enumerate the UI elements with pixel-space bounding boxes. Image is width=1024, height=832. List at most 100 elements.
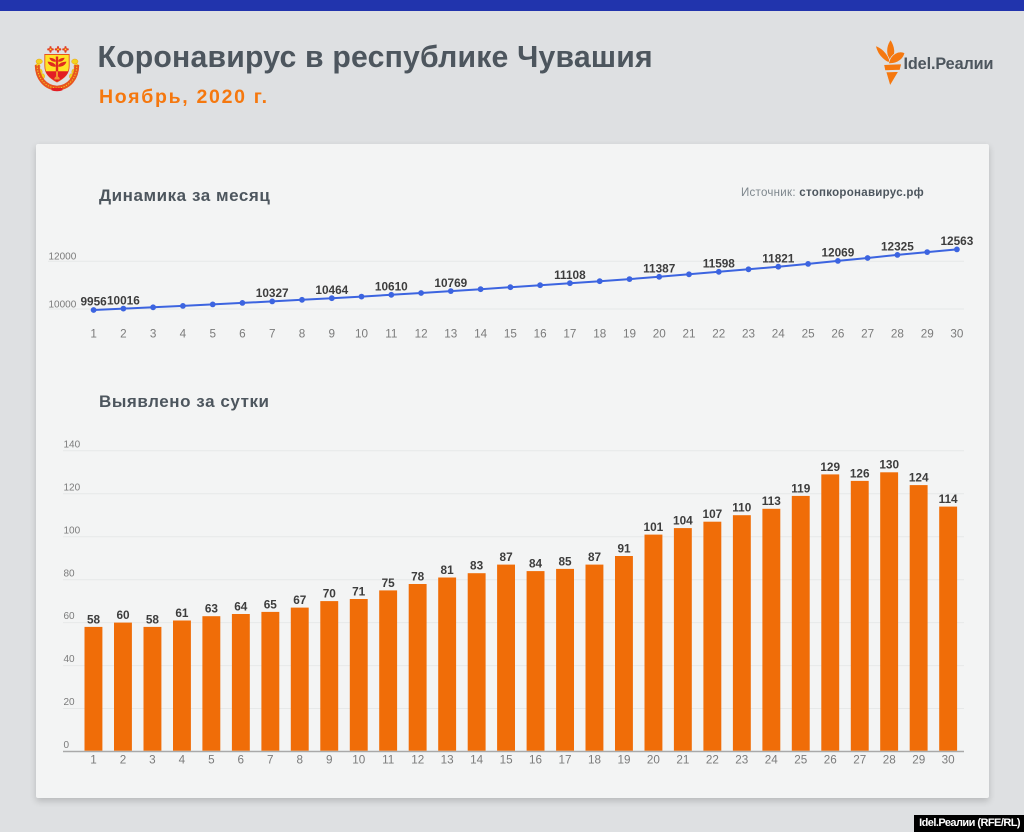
svg-text:27: 27 (861, 328, 874, 341)
svg-text:11387: 11387 (643, 262, 676, 276)
svg-text:60: 60 (116, 608, 130, 622)
svg-text:26: 26 (824, 754, 837, 767)
svg-text:71: 71 (352, 584, 366, 598)
svg-text:9956: 9956 (80, 295, 107, 309)
svg-text:28: 28 (891, 328, 904, 341)
svg-text:8: 8 (299, 328, 306, 341)
svg-text:91: 91 (617, 541, 631, 555)
svg-text:14: 14 (470, 754, 484, 767)
svg-text:21: 21 (676, 754, 689, 767)
svg-text:129: 129 (820, 460, 840, 474)
svg-text:29: 29 (912, 754, 925, 767)
svg-text:110: 110 (732, 501, 751, 515)
svg-text:30: 30 (942, 754, 956, 767)
svg-text:10464: 10464 (315, 283, 348, 297)
svg-text:20: 20 (653, 328, 667, 341)
svg-text:22: 22 (706, 754, 719, 767)
svg-text:26: 26 (831, 328, 844, 341)
svg-text:100: 100 (64, 525, 81, 536)
svg-text:120: 120 (64, 482, 81, 493)
svg-text:9: 9 (326, 754, 333, 767)
svg-text:10: 10 (352, 754, 366, 767)
svg-text:29: 29 (921, 328, 934, 341)
svg-text:10610: 10610 (375, 280, 408, 294)
svg-text:12325: 12325 (881, 240, 914, 254)
svg-text:11108: 11108 (554, 268, 586, 282)
svg-text:3: 3 (149, 754, 156, 767)
svg-text:4: 4 (180, 328, 187, 341)
svg-text:78: 78 (411, 569, 425, 583)
svg-text:11598: 11598 (703, 257, 736, 271)
svg-text:113: 113 (762, 494, 781, 508)
svg-text:67: 67 (293, 593, 307, 607)
svg-text:5: 5 (209, 328, 216, 341)
svg-text:2: 2 (120, 328, 127, 341)
svg-text:87: 87 (500, 550, 514, 564)
svg-text:13: 13 (441, 754, 454, 767)
svg-text:107: 107 (703, 507, 723, 521)
svg-text:10016: 10016 (107, 293, 140, 307)
svg-text:23: 23 (735, 754, 748, 767)
svg-text:87: 87 (588, 550, 602, 564)
svg-text:25: 25 (802, 328, 816, 341)
svg-text:114: 114 (939, 492, 958, 506)
svg-text:15: 15 (500, 754, 514, 767)
svg-text:24: 24 (765, 754, 779, 767)
svg-text:126: 126 (850, 466, 870, 480)
svg-text:20: 20 (64, 697, 76, 708)
svg-text:13: 13 (444, 328, 457, 341)
svg-text:30: 30 (950, 328, 964, 341)
svg-text:80: 80 (64, 568, 76, 579)
svg-text:10000: 10000 (49, 299, 77, 310)
svg-text:101: 101 (644, 520, 664, 534)
svg-text:21: 21 (682, 328, 695, 341)
svg-text:6: 6 (239, 328, 246, 341)
svg-text:28: 28 (883, 754, 896, 767)
svg-text:10327: 10327 (256, 286, 289, 300)
svg-text:19: 19 (623, 328, 636, 341)
svg-text:27: 27 (853, 754, 866, 767)
svg-text:16: 16 (534, 328, 547, 341)
svg-text:2: 2 (120, 754, 127, 767)
svg-text:11: 11 (385, 328, 397, 341)
svg-text:61: 61 (175, 606, 189, 620)
svg-text:0: 0 (64, 740, 70, 751)
svg-text:75: 75 (382, 576, 396, 590)
svg-text:12000: 12000 (49, 252, 77, 263)
svg-text:1: 1 (90, 754, 97, 767)
svg-text:60: 60 (64, 611, 76, 622)
svg-text:63: 63 (205, 602, 219, 616)
svg-text:12069: 12069 (821, 246, 854, 260)
svg-text:81: 81 (441, 563, 455, 577)
svg-text:23: 23 (742, 328, 755, 341)
svg-text:84: 84 (529, 557, 543, 571)
svg-text:25: 25 (794, 754, 808, 767)
svg-text:24: 24 (772, 328, 786, 341)
svg-text:5: 5 (208, 754, 215, 767)
svg-text:1: 1 (90, 328, 97, 341)
svg-text:9: 9 (329, 328, 336, 341)
svg-text:14: 14 (474, 328, 488, 341)
svg-text:16: 16 (529, 754, 542, 767)
svg-text:10: 10 (355, 328, 369, 341)
svg-text:11821: 11821 (762, 251, 795, 265)
svg-text:8: 8 (297, 754, 304, 767)
svg-text:12: 12 (411, 754, 424, 767)
svg-text:12563: 12563 (940, 234, 973, 248)
svg-text:20: 20 (647, 754, 661, 767)
svg-text:18: 18 (593, 328, 606, 341)
svg-text:58: 58 (146, 612, 160, 626)
svg-text:119: 119 (791, 481, 810, 495)
svg-text:6: 6 (238, 754, 245, 767)
svg-text:10769: 10769 (434, 276, 467, 290)
svg-text:7: 7 (269, 328, 276, 341)
svg-text:18: 18 (588, 754, 601, 767)
svg-text:104: 104 (673, 514, 693, 528)
svg-text:83: 83 (470, 559, 484, 573)
svg-text:17: 17 (558, 754, 571, 767)
svg-text:58: 58 (87, 612, 101, 626)
svg-text:15: 15 (504, 328, 518, 341)
svg-text:65: 65 (264, 597, 278, 611)
svg-text:85: 85 (558, 554, 572, 568)
svg-text:11: 11 (382, 754, 394, 767)
